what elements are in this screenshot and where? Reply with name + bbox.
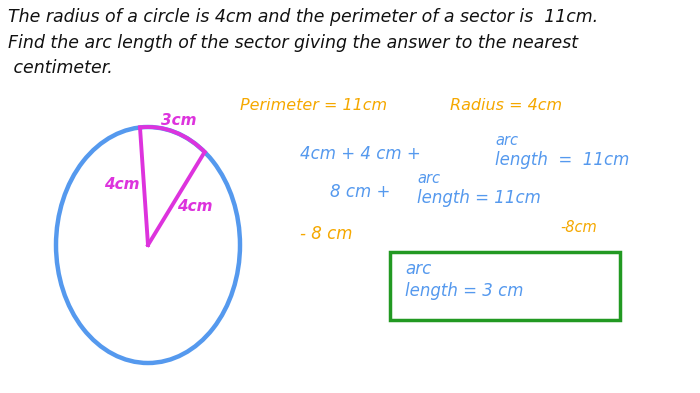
Text: 4cm + 4 cm +: 4cm + 4 cm + (300, 145, 426, 163)
Text: length = 11cm: length = 11cm (417, 189, 541, 207)
Text: length = 3 cm: length = 3 cm (405, 282, 524, 300)
Text: -8cm: -8cm (560, 220, 596, 235)
Text: arc: arc (495, 133, 518, 148)
Text: The radius of a circle is 4cm and the perimeter of a sector is  11cm.
Find the a: The radius of a circle is 4cm and the pe… (8, 8, 598, 77)
Text: arc: arc (417, 171, 440, 186)
Text: 4cm: 4cm (104, 177, 140, 192)
Text: length  =  11cm: length = 11cm (495, 151, 629, 169)
Text: - 8 cm: - 8 cm (300, 225, 353, 243)
Text: arc: arc (405, 260, 431, 278)
Text: 4cm: 4cm (176, 199, 212, 214)
Text: 8 cm +: 8 cm + (330, 183, 396, 201)
Text: 3cm: 3cm (162, 113, 197, 128)
FancyBboxPatch shape (390, 252, 620, 320)
Text: Perimeter = 11cm: Perimeter = 11cm (240, 98, 387, 113)
Text: Radius = 4cm: Radius = 4cm (450, 98, 562, 113)
